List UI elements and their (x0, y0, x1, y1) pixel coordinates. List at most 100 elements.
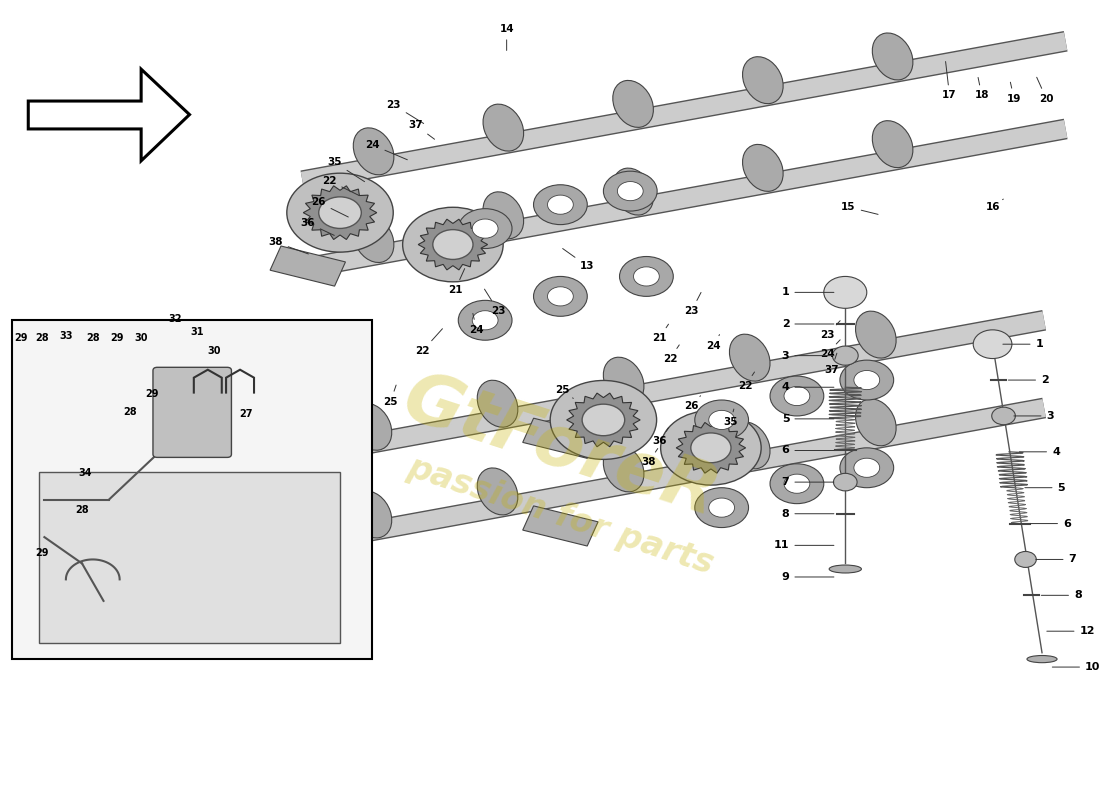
Ellipse shape (856, 399, 896, 446)
Text: 29: 29 (111, 333, 124, 343)
Text: 38: 38 (268, 237, 308, 254)
Ellipse shape (1027, 655, 1057, 662)
Text: 35: 35 (328, 158, 364, 182)
Text: 17: 17 (943, 62, 957, 101)
Bar (12, 320, 372, 659)
Ellipse shape (729, 334, 770, 381)
Text: 28: 28 (123, 407, 138, 417)
Ellipse shape (613, 168, 653, 215)
Ellipse shape (603, 358, 644, 404)
Text: 24: 24 (706, 334, 721, 350)
Text: 38: 38 (641, 449, 658, 467)
Text: 11: 11 (774, 540, 834, 550)
Text: 36: 36 (300, 218, 334, 235)
Text: 30: 30 (134, 333, 147, 343)
Text: 2: 2 (782, 319, 834, 329)
Text: 19: 19 (1006, 82, 1021, 104)
Text: 4: 4 (781, 382, 834, 392)
Circle shape (833, 346, 858, 365)
Ellipse shape (351, 403, 392, 450)
Text: 29: 29 (145, 389, 158, 398)
Circle shape (459, 209, 512, 249)
Circle shape (840, 448, 893, 488)
Polygon shape (676, 422, 746, 473)
Circle shape (548, 195, 573, 214)
Ellipse shape (353, 215, 394, 262)
Circle shape (840, 360, 893, 400)
Circle shape (770, 464, 824, 504)
Ellipse shape (477, 380, 518, 427)
Text: 15: 15 (842, 202, 878, 214)
Text: 3: 3 (1014, 411, 1054, 421)
Circle shape (974, 330, 1012, 358)
Ellipse shape (829, 565, 861, 573)
Circle shape (695, 488, 748, 527)
Text: 10: 10 (1053, 662, 1100, 672)
Text: 13: 13 (563, 249, 594, 271)
Text: 7: 7 (782, 477, 834, 487)
Text: 29: 29 (35, 548, 50, 558)
Circle shape (534, 277, 587, 316)
Text: 4: 4 (1020, 447, 1060, 457)
Text: 16: 16 (986, 199, 1003, 212)
Circle shape (824, 277, 867, 308)
Text: 22: 22 (322, 176, 359, 195)
Circle shape (691, 433, 732, 462)
FancyBboxPatch shape (153, 367, 231, 458)
Text: 1: 1 (782, 287, 834, 298)
Text: 31: 31 (190, 327, 204, 338)
Circle shape (319, 197, 361, 229)
Text: 20: 20 (1036, 78, 1054, 104)
Circle shape (472, 310, 498, 330)
Circle shape (770, 376, 824, 416)
Text: 28: 28 (86, 333, 100, 343)
Ellipse shape (477, 468, 518, 515)
Text: 33: 33 (59, 331, 73, 342)
Polygon shape (418, 219, 487, 270)
Circle shape (695, 400, 748, 440)
Text: 22: 22 (738, 372, 755, 390)
Circle shape (1015, 551, 1036, 567)
Text: 29: 29 (14, 333, 28, 343)
Bar (39, 472, 340, 643)
Text: 37: 37 (408, 120, 435, 139)
Text: 25: 25 (556, 386, 573, 398)
Ellipse shape (729, 422, 770, 469)
Polygon shape (304, 186, 377, 239)
Text: 25: 25 (383, 385, 398, 406)
Ellipse shape (483, 192, 524, 238)
Ellipse shape (856, 311, 896, 358)
Circle shape (992, 407, 1015, 425)
Text: 23: 23 (484, 289, 505, 316)
Ellipse shape (613, 81, 653, 127)
Polygon shape (566, 393, 640, 446)
Text: 35: 35 (723, 409, 737, 427)
Text: 21: 21 (652, 324, 669, 343)
Text: 27: 27 (240, 410, 253, 419)
Circle shape (472, 219, 498, 238)
Text: 32: 32 (168, 314, 183, 324)
Circle shape (619, 257, 673, 296)
Circle shape (534, 185, 587, 225)
Text: 22: 22 (416, 329, 442, 355)
Text: 6: 6 (1031, 518, 1071, 529)
Ellipse shape (353, 128, 394, 175)
Ellipse shape (483, 104, 524, 151)
Text: GtForeR: GtForeR (394, 365, 727, 531)
Text: 6: 6 (781, 446, 834, 455)
Polygon shape (29, 69, 189, 161)
Polygon shape (271, 334, 345, 374)
Circle shape (403, 207, 503, 282)
Text: 30: 30 (208, 346, 221, 355)
Text: 23: 23 (386, 100, 424, 123)
Text: 12: 12 (1047, 626, 1094, 636)
Text: 26: 26 (684, 396, 701, 411)
Circle shape (548, 286, 573, 306)
Circle shape (661, 410, 761, 485)
Text: 26: 26 (311, 198, 349, 217)
Circle shape (784, 386, 810, 406)
Ellipse shape (742, 57, 783, 104)
Text: 8: 8 (782, 509, 834, 518)
Circle shape (550, 381, 657, 459)
Text: 3: 3 (782, 350, 834, 361)
